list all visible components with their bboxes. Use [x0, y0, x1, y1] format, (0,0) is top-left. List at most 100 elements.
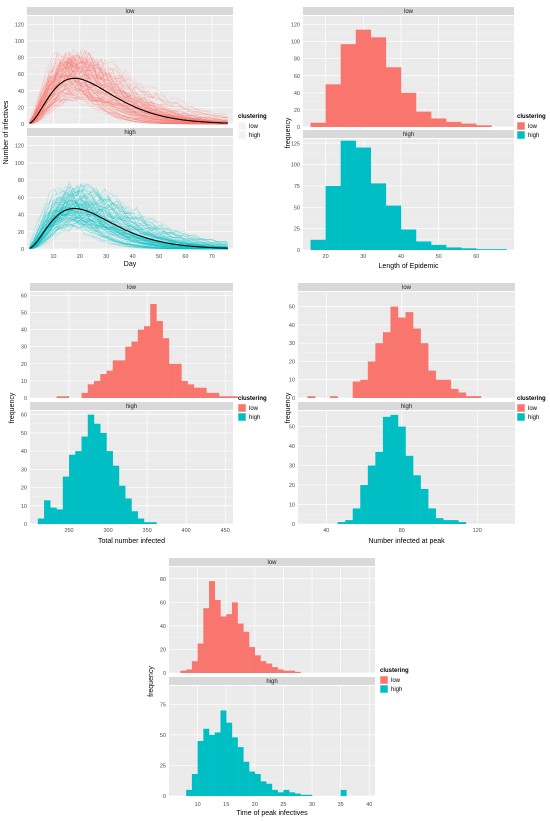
- chart-2-strip-low: [303, 7, 514, 15]
- chart-1-trajectory-low: [29, 57, 228, 125]
- chart-3-high-y-tick-label: 10: [21, 504, 27, 510]
- chart-4-high-y-tick-label: 10: [289, 503, 295, 509]
- chart-1-trajectory-high: [29, 203, 228, 250]
- chart-5-high-y-tick-label: 25: [160, 763, 166, 769]
- chart-5-low-y-tick-label: 60: [160, 600, 166, 606]
- chart-1-trajectory-low: [29, 49, 228, 125]
- chart-1-trajectory-low: [29, 95, 228, 124]
- chart-1-trajectory-low: [29, 83, 228, 125]
- chart-1-trajectory-high: [29, 184, 228, 249]
- chart-5-bar-high: [226, 722, 233, 796]
- chart-5-strip-high: [169, 677, 375, 685]
- chart-5-bar-low: [203, 608, 210, 673]
- chart-2-high-y-tick-label: 50: [294, 205, 300, 211]
- chart-4-low-y-tick-label: 50: [289, 305, 295, 311]
- chart-4-high-y-tick-label: 0: [292, 522, 295, 528]
- chart-2-high-y-tick-label: 75: [294, 184, 300, 190]
- chart-1-trajectory-low: [29, 52, 228, 123]
- legend-label-low: low: [528, 406, 538, 412]
- chart-4-high-y-tick-label: 30: [289, 464, 295, 470]
- chart-5-bar-low: [209, 581, 215, 673]
- chart-4-bar-low: [405, 312, 414, 398]
- chart-1-trajectory-high: [29, 217, 228, 250]
- chart-1-trajectory-low: [29, 66, 228, 125]
- chart-1-trajectory-high: [29, 223, 228, 250]
- chart-1-trajectories-high: [29, 180, 228, 250]
- chart-1-trajectory-high: [29, 201, 228, 249]
- chart-1-strip-low: [27, 7, 233, 15]
- chart-1-trajectory-high: [29, 193, 228, 249]
- chart-1-low-y-tick-label: 40: [18, 89, 24, 95]
- chart-3-bar-high: [94, 423, 101, 524]
- chart-4-bar-high: [375, 451, 384, 524]
- chart-1-trajectory-low: [29, 67, 228, 125]
- chart-4-bar-high: [435, 518, 444, 524]
- chart-4-bar-high: [367, 465, 376, 524]
- chart-1-trajectory-high: [29, 180, 228, 250]
- chart-5-bar-low: [272, 667, 278, 673]
- chart-1-trajectory-low: [29, 59, 228, 125]
- chart-1-trajectory-high: [29, 200, 228, 250]
- chart-4-low-y-tick-label: 10: [289, 378, 295, 384]
- chart-2-x-axis-title: Length of Epidemic: [379, 263, 439, 270]
- chart-1-high-x-tick-label: 40: [130, 254, 136, 260]
- legend-key-low: [516, 121, 526, 131]
- chart-4-high-x-tick-label: 120: [473, 528, 482, 534]
- chart-1-trajectory-high: [29, 208, 228, 250]
- chart-2-bar-low: [310, 122, 326, 127]
- chart-4-bar-high: [352, 508, 361, 524]
- chart-1-low-y-axis: 0 20 40 60 80 100 120: [15, 22, 233, 128]
- chart-1-trajectory-low: [29, 85, 228, 124]
- chart-1-trajectory-low: [29, 73, 228, 125]
- chart-1-trajectory-high: [29, 217, 228, 250]
- chart-1-trajectory-high: [29, 201, 228, 250]
- chart-3-low-y-tick-label: 20: [21, 362, 27, 368]
- chart-1-trajectory-high: [29, 209, 228, 249]
- chart-1-trajectory-low: [29, 69, 228, 125]
- chart-5-bar-low: [289, 670, 296, 673]
- chart-5-bars-high: [186, 710, 347, 796]
- chart-1-trajectory-high: [29, 189, 228, 250]
- chart-2-bars-high: [310, 140, 507, 250]
- chart-4-bars-high: [337, 414, 467, 524]
- chart-3-bar-high: [44, 500, 51, 524]
- chart-1-y-axis-title: Number of infectives: [3, 100, 10, 164]
- chart-5-bar-high: [266, 783, 273, 796]
- chart-4-bar-low: [375, 343, 384, 398]
- chart-1-trajectory-high: [29, 183, 228, 250]
- chart-2-bar-high: [431, 244, 447, 250]
- chart-4-high-x-tick-label: 80: [399, 528, 405, 534]
- chart-2-high-y-tick-label: 25: [294, 227, 300, 233]
- chart-3-high-y-tick-label: 50: [21, 431, 27, 437]
- chart-1-high-y-tick-label: 40: [18, 213, 24, 219]
- chart-1-trajectory-high: [29, 203, 228, 248]
- chart-4-strip-low: [298, 283, 515, 291]
- chart-4-bar-low: [473, 396, 482, 398]
- chart-1-trajectory-high: [29, 220, 228, 250]
- chart-1-trajectory-low: [29, 58, 228, 125]
- chart-1-trajectory-low: [29, 49, 228, 124]
- chart-5-bar-low: [231, 602, 238, 673]
- chart-3-high-x-tick-label: 250: [64, 528, 73, 534]
- chart-4-low-y-tick-label: 0: [292, 396, 295, 402]
- chart-1-trajectory-low: [29, 54, 228, 125]
- chart-4-x-axis-title: Number infected at peak: [368, 538, 445, 545]
- chart-3-bar-low: [125, 346, 132, 398]
- chart-3-bar-low: [162, 338, 170, 398]
- chart-1-trajectory-high: [29, 222, 228, 250]
- chart-3-bar-low: [225, 396, 232, 398]
- chart-1-low-y-tick-label: 20: [18, 105, 24, 111]
- chart-5-high-y-tick-label: 0: [163, 794, 166, 800]
- chart-1-trajectory-low: [29, 67, 228, 125]
- chart-4-bar-low: [428, 370, 436, 398]
- chart-5-bars-low: [180, 581, 301, 673]
- chart-1-trajectory-low: [29, 75, 228, 124]
- chart-1-trajectory-low: [29, 77, 228, 125]
- chart-1-high-x-tick-label: 20: [77, 254, 83, 260]
- chart-1-trajectory-high: [29, 209, 228, 250]
- chart-1-trajectory-low: [29, 61, 228, 125]
- legend-title: clustering: [380, 668, 409, 674]
- chart-1-trajectory-high: [29, 199, 228, 250]
- chart-1-trajectory-low: [29, 60, 228, 125]
- chart-2-bars-low: [310, 29, 492, 128]
